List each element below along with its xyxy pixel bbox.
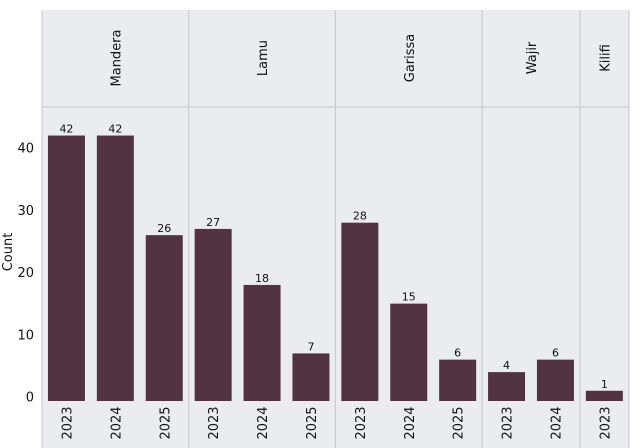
bar xyxy=(488,372,526,401)
y-tick-label: 30 xyxy=(17,204,34,219)
bar xyxy=(536,359,574,401)
bar xyxy=(390,303,428,401)
x-tick-label: 2025 xyxy=(305,406,320,439)
x-tick-label: 2024 xyxy=(256,406,271,439)
data-label: 28 xyxy=(353,210,367,223)
data-label: 1 xyxy=(601,378,608,391)
bar xyxy=(341,222,379,401)
bar xyxy=(96,135,134,402)
bar xyxy=(194,228,232,401)
x-tick-label: 2023 xyxy=(501,406,516,439)
facet-label: Lamu xyxy=(256,40,271,76)
facet-label: Mandera xyxy=(109,30,124,87)
data-label: 15 xyxy=(402,291,416,304)
x-tick-label: 2025 xyxy=(158,406,173,439)
data-label: 7 xyxy=(307,340,314,353)
data-label: 27 xyxy=(206,216,220,229)
bar xyxy=(145,235,183,401)
facet-label: Garissa xyxy=(403,34,418,83)
bar xyxy=(439,359,477,401)
bar xyxy=(292,353,330,401)
bar xyxy=(47,135,85,402)
data-label: 4 xyxy=(503,359,510,372)
y-tick-label: 0 xyxy=(26,391,34,406)
bar xyxy=(243,284,281,401)
y-tick-label: 40 xyxy=(17,142,34,157)
x-tick-label: 2025 xyxy=(452,406,467,439)
x-tick-label: 2024 xyxy=(549,406,564,439)
x-tick-label: 2023 xyxy=(354,406,369,439)
x-tick-label: 2023 xyxy=(207,406,222,439)
data-label: 6 xyxy=(454,347,461,360)
data-label: 18 xyxy=(255,272,269,285)
x-tick-label: 2024 xyxy=(403,406,418,439)
facet-label: Kilifi xyxy=(598,44,613,72)
data-label: 6 xyxy=(552,347,559,360)
data-label: 26 xyxy=(157,222,171,235)
data-label: 42 xyxy=(59,123,73,136)
x-tick-label: 2023 xyxy=(60,406,75,439)
x-tick-label: 2023 xyxy=(598,406,613,439)
facet-label: Wajir xyxy=(525,41,540,74)
bar xyxy=(585,390,623,401)
data-label: 42 xyxy=(108,123,122,136)
x-tick-label: 2024 xyxy=(109,406,124,439)
y-tick-label: 20 xyxy=(17,266,34,281)
y-tick-label: 10 xyxy=(17,328,34,343)
y-axis-label: Count xyxy=(1,233,16,272)
